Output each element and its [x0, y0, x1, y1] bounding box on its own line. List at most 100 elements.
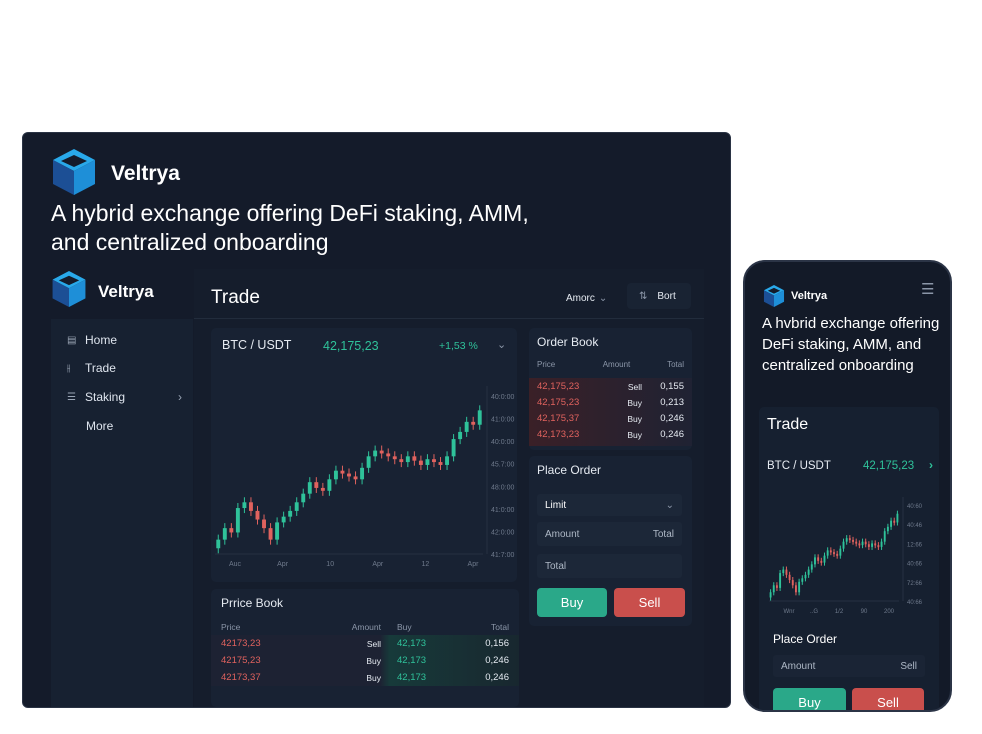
price-side: Sell [366, 638, 381, 649]
side-label: Sell [900, 660, 917, 672]
candle [386, 453, 391, 457]
total-placeholder: Total [652, 528, 674, 540]
price-side: Buy [366, 672, 381, 683]
candle [893, 520, 896, 523]
order-book-row[interactable]: 42,175,23 Sell 0,155 [529, 378, 692, 395]
candle [788, 574, 791, 581]
staking-icon: ☰ [67, 391, 76, 403]
mobile-device: Veltrya ☰ A hvbrid exchange offering DeF… [743, 260, 952, 712]
candle [848, 538, 851, 541]
candle [871, 543, 873, 547]
price-book-row[interactable]: 42173,37 Buy 42,173 0,246 [211, 669, 519, 686]
place-order-card: Place Order Limit ⌄ Amount Total Total Buy… [529, 456, 692, 626]
candle [451, 439, 456, 457]
buy-button[interactable]: Buy [537, 588, 607, 617]
candle [867, 544, 870, 547]
price-book-row[interactable]: 42173,23 Sell 42,173 0,156 [211, 635, 519, 652]
sort-button[interactable]: ⇅ Bort [627, 283, 691, 309]
price-buy: 42,173 [397, 672, 427, 683]
y-tick-label: 48:0:00 [491, 484, 514, 491]
pair-chevron-down-icon[interactable]: ⌄ [497, 339, 507, 351]
candle [333, 470, 338, 480]
candle [235, 508, 240, 533]
divider [194, 318, 704, 319]
mobile-amount-input[interactable]: Amount Sell [773, 655, 925, 677]
trade-icon: ⫲ [67, 362, 71, 374]
candle [769, 592, 772, 598]
order-book-row[interactable]: 42,175,37 Buy 0,246 [529, 410, 692, 427]
candle [864, 541, 867, 545]
amount-input[interactable]: Amount Total [537, 522, 682, 546]
y-tick-label: 12:66 [907, 542, 923, 548]
mobile-place-order-title: Place Order [773, 632, 838, 646]
candle [458, 431, 463, 440]
mobile-price: 42,175,23 [863, 460, 915, 472]
order-type-select[interactable]: Limit ⌄ [537, 494, 682, 516]
candle [405, 456, 410, 463]
candle [229, 528, 234, 533]
column-header: Amount [351, 621, 381, 632]
candle [347, 473, 351, 477]
candle [366, 456, 371, 468]
mobile-candlestick-chart: 40:60 40:46 12:66 40:66 72:66 40:66 Wnr ..G 1/2 9… [769, 497, 923, 615]
logo-cube-icon [53, 149, 95, 195]
market-dropdown[interactable]: Amorc ⌄ [566, 285, 618, 311]
total-input[interactable]: Total [537, 554, 682, 578]
column-header: Price [221, 621, 241, 632]
sidebar-logo-icon [52, 271, 86, 307]
candle [877, 545, 880, 548]
order-total: 0,213 [660, 397, 684, 408]
order-side: Buy [627, 397, 642, 408]
sidebar-item-trade[interactable]: ⫲ Trade [67, 361, 116, 375]
candle [833, 552, 835, 555]
candle [360, 467, 365, 480]
candle [896, 513, 899, 523]
candlestick-chart: 40:0:00 41:0:00 40:0:00 45.7:00 48:0:00 41:0:… [215, 386, 514, 568]
price-value: 42175,23 [221, 655, 261, 666]
candle [842, 541, 845, 549]
mobile-buy-button[interactable]: Buy [773, 688, 846, 710]
candle [861, 541, 864, 546]
y-tick-label: 40:46 [907, 523, 923, 529]
candle [874, 543, 877, 546]
y-tick-label: 40:66 [907, 600, 923, 606]
home-icon: ▤ [67, 334, 77, 346]
order-book-row[interactable]: 42,173,23 Buy 0,246 [529, 426, 692, 443]
sell-button[interactable]: Sell [614, 588, 685, 617]
sidebar-item-staking[interactable]: ☰ Staking › [67, 390, 182, 404]
dropdown-label: Amorc [566, 292, 595, 304]
sidebar-item-home[interactable]: ▤ Home [67, 333, 117, 347]
candle [823, 555, 826, 563]
candle [801, 578, 804, 582]
sidebar-item-label: Home [85, 333, 118, 347]
mobile-brand: Veltrya [791, 290, 828, 302]
x-tick-label: 200 [884, 609, 895, 615]
hamburger-menu-icon[interactable]: ☰ [921, 281, 935, 298]
order-book-title: Order Book [537, 335, 599, 349]
mobile-trade-card: Trade BTC / USDT 42,175,23 › 40:60 40:46 1… [759, 407, 939, 710]
candle [772, 585, 775, 593]
chevron-down-icon: ⌄ [665, 499, 674, 511]
y-tick-label: 40:60 [907, 504, 923, 510]
order-price: 42,175,37 [537, 413, 580, 424]
candle [785, 569, 788, 575]
price-book-row[interactable]: 42175,23 Buy 42,173 0,246 [211, 652, 519, 669]
sidebar-item-more[interactable]: More [86, 419, 113, 433]
x-tick-label: 10 [326, 561, 334, 568]
order-total: 0,246 [660, 429, 684, 440]
sidebar-brand: Veltrya [98, 282, 154, 301]
sidebar-item-label: More [86, 419, 114, 433]
y-tick-label: 45.7:00 [491, 462, 514, 469]
order-book-row[interactable]: 42,175,23 Buy 0,213 [529, 394, 692, 411]
candle [782, 569, 785, 574]
sort-icon: ⇅ [639, 290, 648, 302]
candle [464, 421, 469, 432]
x-tick-label: ..G [810, 609, 818, 615]
chevron-right-icon[interactable]: › [929, 458, 933, 472]
column-header: Amount [602, 360, 631, 369]
price-value: 42173,37 [221, 672, 261, 683]
order-side: Buy [627, 429, 642, 440]
column-header: Buy [397, 621, 412, 632]
mobile-sell-button[interactable]: Sell [852, 688, 924, 710]
candle [883, 531, 886, 542]
